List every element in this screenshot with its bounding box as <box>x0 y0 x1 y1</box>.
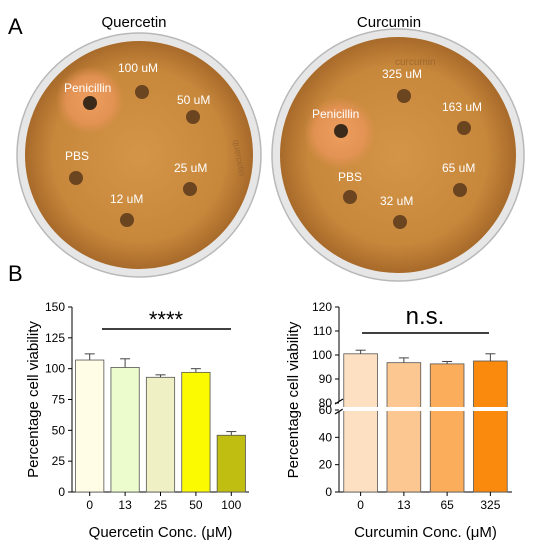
well-penicillin <box>334 124 348 138</box>
well-label: 50 uM <box>177 93 210 107</box>
x-tick-label: 0 <box>357 498 364 512</box>
bar-13 <box>110 367 140 493</box>
bar-50 <box>181 371 211 493</box>
well-12um <box>120 213 134 227</box>
y-tick-label: 150 <box>45 300 65 314</box>
significance-label: **** <box>149 307 184 332</box>
x-tick-label: 50 <box>189 498 203 512</box>
well-label: 12 uM <box>110 192 143 206</box>
well-100um <box>135 85 149 99</box>
well-65um <box>453 183 467 197</box>
plate-handwriting: curcumin <box>395 57 436 68</box>
bar-0 <box>75 359 105 493</box>
quercetin-plate-title: Quercetin <box>101 14 166 31</box>
bar-25 <box>145 376 176 493</box>
y-tick-label: 20 <box>319 458 333 472</box>
bar-100 <box>216 434 246 493</box>
y-tick-label: 40 <box>319 430 333 444</box>
x-tick-label: 13 <box>118 498 132 512</box>
bar-13 <box>386 362 422 493</box>
y-axis-label: Percentage cell viability <box>25 321 42 478</box>
well-label: PBS <box>65 149 89 163</box>
x-tick-label: 25 <box>154 498 168 512</box>
axis-break-mark <box>334 408 344 415</box>
well-label: 65 uM <box>442 161 475 175</box>
well-label: 100 uM <box>118 61 158 75</box>
bar-325 <box>473 360 508 493</box>
x-axis-label: Quercetin Conc. (μM) <box>89 524 233 541</box>
bar-0 <box>343 353 378 493</box>
x-axis-label: Curcumin Conc. (μM) <box>354 524 497 541</box>
well-163um <box>457 121 471 135</box>
curcumin-plate: Curcumin curcumin Penicillin 325 uM 163 … <box>271 14 525 282</box>
y-tick-label: 60 <box>319 403 333 417</box>
y-tick-label: 100 <box>45 362 65 376</box>
y-tick-label: 125 <box>45 331 65 345</box>
well-pbs <box>343 190 357 204</box>
bar-break-gap-0 <box>342 407 379 411</box>
bar-65 <box>429 363 465 493</box>
x-tick-label: 325 <box>480 498 500 512</box>
y-axis-label: Percentage cell viability <box>285 321 302 478</box>
bar-break-gap-325 <box>472 407 509 411</box>
y-tick-label: 80 <box>319 396 333 410</box>
significance-label: n.s. <box>406 303 445 330</box>
well-325um <box>397 89 411 103</box>
y-tick-label: 75 <box>52 393 66 407</box>
panel-a-letter: A <box>8 14 23 39</box>
plate-agar <box>280 37 516 273</box>
well-pbs <box>69 171 83 185</box>
y-tick-label: 100 <box>312 348 332 362</box>
bar-break-gap-13 <box>386 407 422 411</box>
y-tick-label: 110 <box>313 324 332 338</box>
bar-break-gap-65 <box>429 407 465 411</box>
well-label: Penicillin <box>64 81 111 95</box>
quercetin-viability-chart: 0 25 50 75 100 125 150 0 13 25 50 100 **** Percentage… <box>25 300 249 541</box>
well-label: Penicillin <box>312 107 359 121</box>
panel-b-letter: B <box>8 261 23 286</box>
x-tick-label: 65 <box>440 498 454 512</box>
x-tick-label: 0 <box>86 498 93 512</box>
well-label: 325 uM <box>382 67 422 81</box>
x-tick-label: 13 <box>397 498 411 512</box>
well-label: 163 uM <box>442 100 482 114</box>
y-tick-label: 120 <box>312 300 332 314</box>
x-tick-label: 100 <box>221 498 241 512</box>
y-tick-label: 0 <box>325 485 332 499</box>
curcumin-plate-title: Curcumin <box>357 14 421 31</box>
well-32um <box>393 215 407 229</box>
well-label: 32 uM <box>380 194 413 208</box>
y-tick-label: 25 <box>52 454 66 468</box>
well-label: 25 uM <box>174 161 207 175</box>
y-tick-label: 0 <box>58 485 65 499</box>
well-50um <box>186 110 200 124</box>
well-25um <box>183 182 197 196</box>
y-tick-label: 50 <box>52 423 66 437</box>
plate-agar <box>25 41 253 269</box>
well-penicillin <box>83 96 97 110</box>
quercetin-plate: Quercetin quercetin Penicillin 100 uM 50… <box>16 14 262 278</box>
y-tick-label: 90 <box>319 372 333 386</box>
well-label: PBS <box>338 170 362 184</box>
